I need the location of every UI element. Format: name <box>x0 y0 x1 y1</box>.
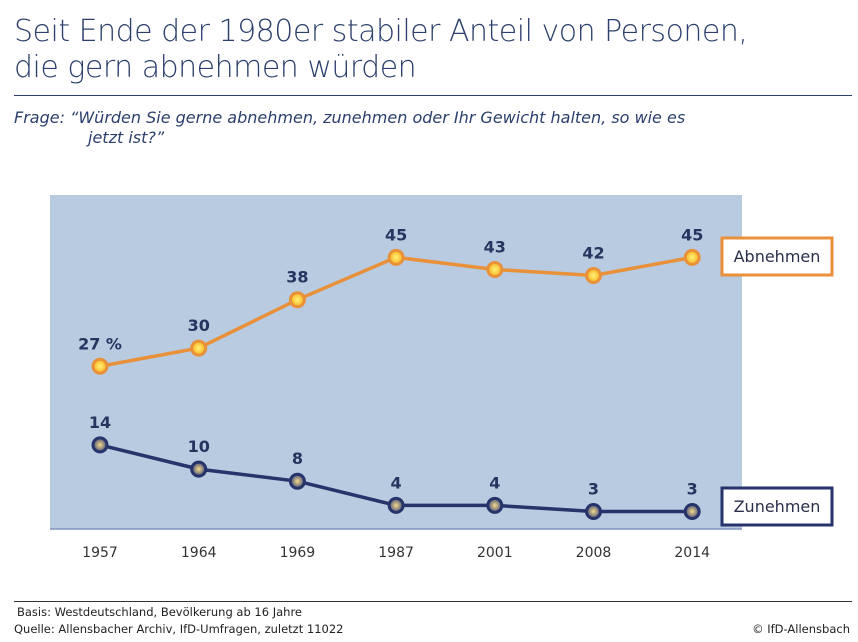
footer-copyright: © IfD-Allensbach <box>752 622 850 636</box>
data-label: 4 <box>489 473 500 492</box>
legend-box-abnehmen <box>720 236 834 277</box>
data-point <box>288 291 306 309</box>
x-tick-label: 1969 <box>280 545 316 561</box>
title-line-1: Seit Ende der 1980er stabiler Anteil von… <box>14 14 748 49</box>
x-tick-label: 1957 <box>82 545 118 561</box>
data-point <box>486 496 504 514</box>
title-divider <box>14 95 852 96</box>
x-tick-label: 2001 <box>477 545 513 561</box>
chart-title: Seit Ende der 1980er stabiler Anteil von… <box>14 14 748 86</box>
data-label: 8 <box>292 449 303 468</box>
data-label: 30 <box>188 316 210 335</box>
data-label: 10 <box>188 437 210 456</box>
data-label: 3 <box>588 479 599 498</box>
data-point <box>585 267 602 284</box>
footer-divider <box>14 601 852 602</box>
data-point <box>683 248 701 266</box>
legend-label: Abnehmen <box>734 247 821 266</box>
data-label: 38 <box>286 268 308 287</box>
x-tick-label: 1987 <box>378 545 414 561</box>
data-point <box>683 502 701 520</box>
footer-basis: Basis: Westdeutschland, Bevölkerung ab 1… <box>17 605 302 619</box>
x-tick-label: 1964 <box>181 545 217 561</box>
data-label: 27 % <box>78 334 122 353</box>
legend-label: Zunehmen <box>734 497 821 516</box>
data-label: 43 <box>484 237 506 256</box>
data-label: 4 <box>391 473 402 492</box>
data-point <box>288 472 306 490</box>
x-tick-label: 2008 <box>576 545 612 561</box>
data-point <box>486 260 504 278</box>
data-label: 42 <box>582 244 604 263</box>
data-label: 45 <box>385 225 407 244</box>
question-line-1: Frage: “Würden Sie gerne abnehmen, zuneh… <box>14 108 686 127</box>
data-label: 45 <box>681 225 703 244</box>
x-tick-label: 2014 <box>674 545 710 561</box>
data-label: 14 <box>89 413 111 432</box>
data-point <box>387 496 405 514</box>
question-line-2: jetzt ist?” <box>88 128 165 147</box>
footer-source: Quelle: Allensbacher Archiv, IfD-Umfrage… <box>14 622 344 636</box>
data-point <box>190 339 208 357</box>
data-point <box>387 248 405 266</box>
legend-box-zunehmen <box>720 486 834 527</box>
data-point <box>585 502 602 520</box>
title-line-2: die gern abnehmen würden <box>14 50 417 85</box>
data-point <box>91 357 109 375</box>
data-point <box>190 460 208 478</box>
data-point <box>91 436 109 454</box>
data-label: 3 <box>687 479 698 498</box>
